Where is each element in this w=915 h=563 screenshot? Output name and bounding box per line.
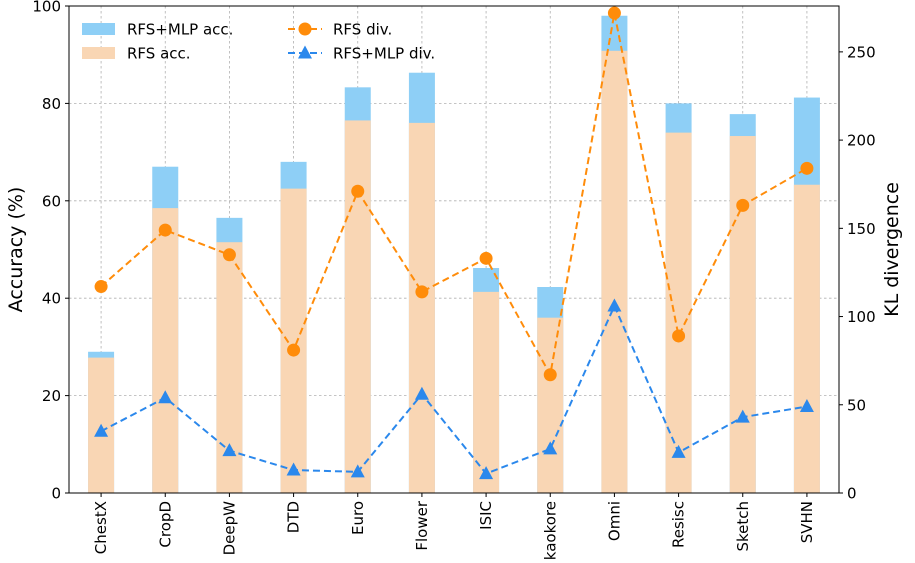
bar: [408, 122, 435, 493]
axes: [65, 5, 843, 497]
legend-swatch: [82, 23, 115, 35]
x-tick-label: ISIC: [477, 501, 495, 530]
y-tick-label: 60: [42, 192, 61, 210]
x-tick-label: Flower: [413, 500, 431, 550]
data-point: [735, 409, 750, 423]
data-point: [543, 368, 557, 382]
y-tick-label: 40: [42, 290, 61, 308]
y2-tick-label: 200: [847, 132, 876, 150]
series-line: [100, 12, 808, 378]
data-point: [415, 285, 429, 299]
x-tick-label: Euro: [349, 501, 367, 535]
lines: [94, 6, 814, 480]
y2-tick-label: 150: [847, 220, 876, 238]
data-point: [222, 248, 236, 262]
data-point: [479, 466, 494, 480]
x-tick-label: Resisc: [670, 501, 688, 548]
data-point: [543, 441, 558, 455]
bar: [537, 317, 564, 493]
bar: [344, 120, 371, 493]
bar: [793, 184, 820, 493]
data-point: [158, 390, 173, 404]
x-tick-label: ChestX: [92, 501, 110, 554]
x-tick-label: Omni: [605, 501, 623, 541]
y-tick-label: 80: [42, 95, 61, 113]
legend-label: RFS acc.: [127, 45, 191, 63]
y2-tick-label: 0: [847, 485, 857, 503]
bar: [280, 188, 307, 493]
data-point: [671, 444, 686, 458]
legend-label: RFS+MLP div.: [333, 45, 435, 63]
data-point: [94, 423, 109, 437]
x-tick-label: Sketch: [734, 501, 752, 552]
data-point: [414, 386, 429, 400]
legend-label: RFS+MLP acc.: [127, 21, 233, 39]
legend-marker: [298, 45, 312, 59]
legend-swatch: [82, 47, 115, 59]
data-point: [222, 443, 237, 457]
bar: [729, 136, 756, 494]
plot-frame: [68, 5, 840, 494]
data-point: [351, 184, 365, 198]
data-point: [287, 343, 301, 357]
y-axis-title: Accuracy (%): [5, 187, 27, 313]
y2-tick-label: 250: [847, 43, 876, 61]
series-line: [100, 303, 808, 475]
bar: [601, 50, 628, 493]
legend-marker: [298, 22, 312, 36]
bars: [88, 15, 820, 494]
y-tick-label: 100: [32, 0, 61, 16]
data-point: [286, 462, 301, 476]
legend: RFS+MLP acc. RFS acc. RFS div. RFS+MLP div.: [82, 21, 435, 63]
data-point: [672, 329, 686, 343]
data-point: [479, 251, 493, 265]
y-tick-label: 0: [51, 485, 61, 503]
data-point: [736, 198, 750, 212]
x-tick-label: DeepW: [220, 501, 238, 556]
y2-tick-label: 50: [847, 396, 866, 414]
bar: [665, 132, 692, 493]
y2-tick-label: 100: [847, 308, 876, 326]
data-point: [94, 280, 108, 294]
y2-axis-title: KL divergence: [881, 182, 903, 317]
data-point: [800, 161, 814, 175]
tick-labels: 0 20 40 60 80 100 0 50 100 150 200 250 ChestX CropD De…: [32, 0, 875, 560]
data-point: [607, 6, 621, 20]
bar: [152, 208, 179, 494]
bar: [473, 291, 500, 493]
x-tick-label: kaokore: [541, 501, 559, 560]
data-point: [607, 298, 622, 312]
x-tick-label: CropD: [156, 501, 174, 548]
x-tick-label: DTD: [285, 501, 303, 533]
y-tick-label: 20: [42, 387, 61, 405]
data-point: [799, 399, 814, 413]
grid: [69, 5, 839, 494]
legend-label: RFS div.: [333, 21, 392, 39]
x-tick-label: SVHN: [798, 501, 816, 543]
data-point: [350, 464, 365, 478]
data-point: [158, 223, 172, 237]
